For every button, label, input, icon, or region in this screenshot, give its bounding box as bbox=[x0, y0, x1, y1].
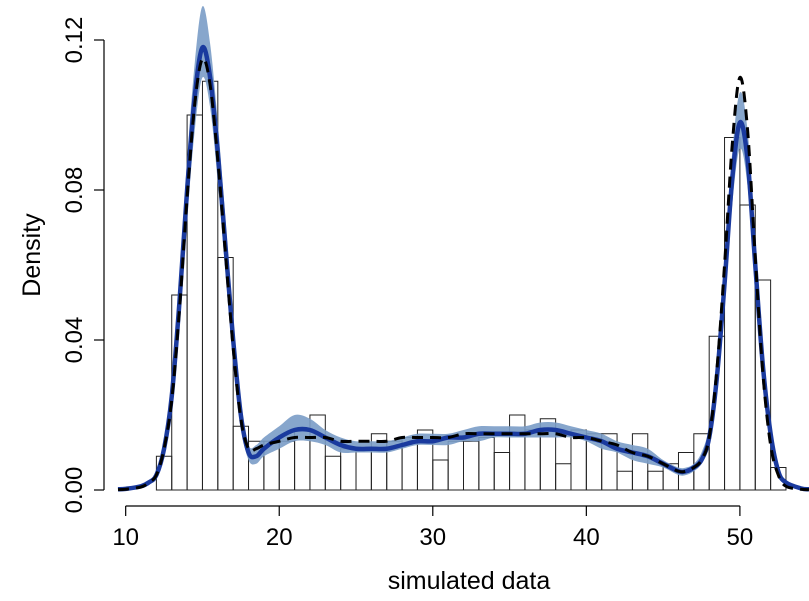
x-tick-label: 40 bbox=[573, 524, 600, 551]
histogram-bar bbox=[478, 437, 495, 491]
confidence-band bbox=[118, 5, 809, 490]
histogram-bar bbox=[754, 279, 772, 491]
histogram-bar bbox=[647, 470, 664, 491]
y-tick-label: 0.12 bbox=[61, 17, 88, 64]
y-axis-title: Density bbox=[18, 213, 46, 297]
true-density-dashed-line bbox=[117, 56, 809, 492]
x-tick-label: 30 bbox=[419, 524, 446, 551]
histogram-bar bbox=[463, 440, 480, 491]
histogram-bar bbox=[493, 452, 511, 491]
histogram-bar bbox=[447, 440, 465, 491]
histogram-bar bbox=[539, 418, 557, 491]
histogram-bar bbox=[509, 414, 526, 491]
histogram-bar bbox=[524, 429, 541, 491]
histogram-bar bbox=[278, 440, 296, 491]
y-tick-label: 0.08 bbox=[61, 167, 88, 214]
histogram-bar bbox=[616, 470, 633, 491]
y-tick-label: 0.00 bbox=[61, 467, 88, 514]
histogram-bars bbox=[155, 80, 787, 491]
x-tick-label: 20 bbox=[266, 524, 293, 551]
histogram-bar bbox=[355, 448, 372, 491]
histogram-bar bbox=[432, 459, 449, 491]
histogram-bar bbox=[555, 463, 572, 491]
y-axis: 0.00 0.04 0.08 0.12 bbox=[61, 17, 105, 514]
density-estimate-line bbox=[117, 44, 809, 492]
x-axis-title: simulated data bbox=[388, 567, 551, 595]
x-tick-label: 10 bbox=[112, 524, 139, 551]
histogram-bar bbox=[309, 414, 326, 491]
histogram-bar bbox=[340, 448, 357, 491]
y-tick-label: 0.04 bbox=[61, 317, 88, 364]
histogram-bar bbox=[601, 433, 618, 491]
histogram-bar bbox=[324, 455, 342, 491]
x-tick-label: 50 bbox=[727, 524, 754, 551]
x-axis: 10 20 30 40 50 bbox=[112, 505, 754, 551]
